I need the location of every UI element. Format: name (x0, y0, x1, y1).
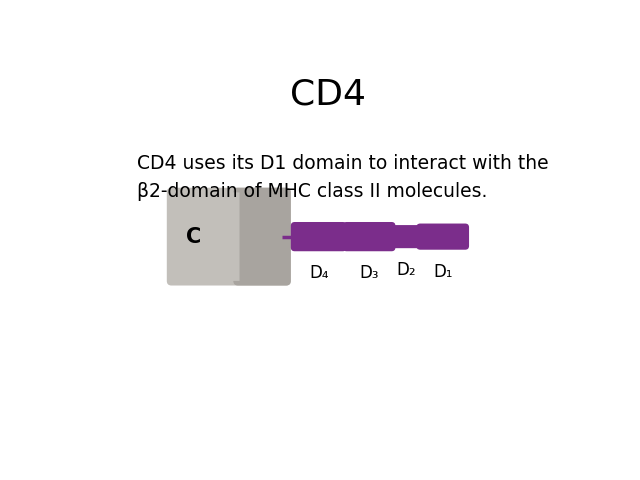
Text: C: C (186, 227, 201, 247)
FancyBboxPatch shape (172, 192, 239, 281)
Text: D₂: D₂ (396, 261, 416, 279)
FancyBboxPatch shape (291, 222, 347, 251)
FancyBboxPatch shape (343, 222, 396, 251)
Text: CD4: CD4 (290, 78, 366, 111)
FancyBboxPatch shape (234, 188, 291, 286)
Text: D₄: D₄ (309, 264, 328, 282)
FancyBboxPatch shape (417, 224, 469, 250)
Text: D₁: D₁ (433, 263, 452, 281)
Text: D₃: D₃ (359, 264, 379, 282)
FancyBboxPatch shape (167, 188, 291, 286)
FancyBboxPatch shape (390, 225, 422, 248)
Text: CD4 uses its D1 domain to interact with the
β2-domain of MHC class II molecules.: CD4 uses its D1 domain to interact with … (137, 154, 548, 201)
